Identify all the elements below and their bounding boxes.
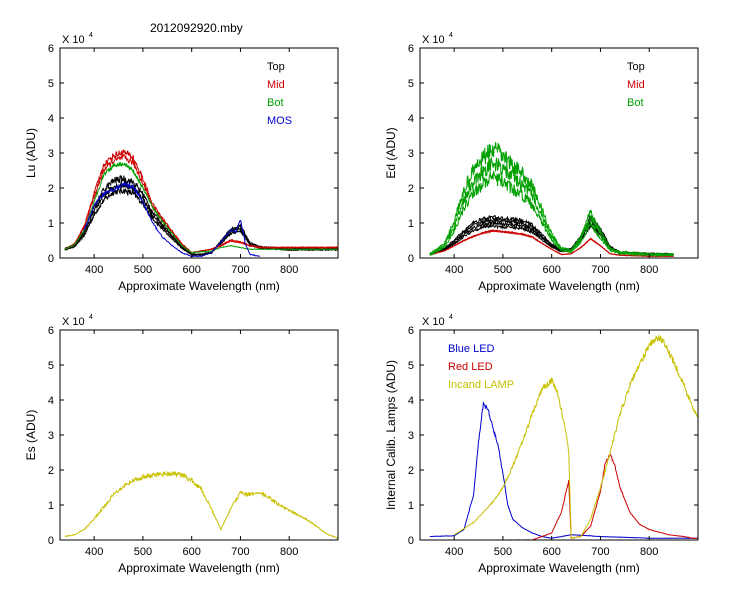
calib-series-blue-led bbox=[429, 401, 698, 539]
calib-xtick-label: 400 bbox=[445, 546, 463, 558]
es-xtick-label: 600 bbox=[183, 546, 201, 558]
ed-legend-mid: Mid bbox=[627, 79, 645, 91]
calib-ytick-label: 6 bbox=[408, 325, 414, 337]
lu-plot-frame bbox=[59, 47, 339, 259]
lu-x-axis-label: Approximate Wavelength (nm) bbox=[118, 279, 280, 293]
calib-ytick-label: 1 bbox=[408, 500, 414, 512]
calib-ytick-label: 2 bbox=[408, 465, 414, 477]
ed-xtick-label: 700 bbox=[591, 264, 609, 276]
lu-legend-mid: Mid bbox=[267, 79, 285, 91]
ed-ytick-label: 0 bbox=[408, 253, 414, 265]
lu-legend-bot: Bot bbox=[267, 97, 284, 109]
lu-y-axis-label: Lu (ADU) bbox=[24, 128, 38, 178]
lu-series-top-3 bbox=[64, 175, 338, 256]
calib-x-axis-label: Approximate Wavelength (nm) bbox=[478, 561, 640, 575]
calib-legend-blue-led: Blue LED bbox=[448, 343, 495, 355]
ed-x-axis-label: Approximate Wavelength (nm) bbox=[478, 279, 640, 293]
es-ytick-label: 3 bbox=[48, 430, 54, 442]
es-ytick-label: 5 bbox=[48, 360, 54, 372]
chart-ed: 0 1 2 3 4 5 6 400 500 600 700 800 X 10 4 Approximate W… bbox=[384, 32, 699, 293]
lu-series-mid-2 bbox=[64, 149, 338, 254]
ed-legend-bot: Bot bbox=[627, 97, 644, 109]
calib-series-group bbox=[429, 335, 698, 540]
es-xtick-label: 500 bbox=[134, 546, 152, 558]
ed-legend-top: Top bbox=[627, 61, 645, 73]
es-ytick-label: 4 bbox=[48, 395, 54, 407]
ed-series-bot-3 bbox=[429, 142, 674, 256]
chart-es: 0 1 2 3 4 5 6 400 500 600 700 800 X 10 4 Approximate W… bbox=[24, 314, 339, 575]
es-xtick-label: 700 bbox=[231, 546, 249, 558]
calib-scale-label: X 10 bbox=[422, 316, 445, 328]
calib-xtick-label: 700 bbox=[591, 546, 609, 558]
lu-ytick-label: 1 bbox=[48, 218, 54, 230]
lu-series-top-1 bbox=[64, 186, 338, 257]
calib-ytick-label: 3 bbox=[408, 430, 414, 442]
ed-ytick-label: 3 bbox=[408, 148, 414, 160]
lu-ytick-label: 5 bbox=[48, 78, 54, 90]
es-xtick-label: 800 bbox=[280, 546, 298, 558]
calib-scale-exponent: 4 bbox=[449, 314, 453, 321]
es-scale-exponent: 4 bbox=[89, 314, 93, 321]
calib-legend-red-led: Red LED bbox=[448, 361, 493, 373]
ed-xtick-label: 400 bbox=[445, 264, 463, 276]
es-x-axis-label: Approximate Wavelength (nm) bbox=[118, 561, 280, 575]
ed-series-bot-1 bbox=[429, 170, 674, 258]
ed-y-axis-label: Ed (ADU) bbox=[384, 127, 398, 178]
lu-scale-label: X 10 bbox=[62, 34, 85, 46]
ed-ytick-label: 5 bbox=[408, 78, 414, 90]
calib-ytick-label: 0 bbox=[408, 535, 414, 547]
lu-ytick-label: 3 bbox=[48, 148, 54, 160]
ed-plot-frame bbox=[419, 47, 699, 259]
ed-ytick-label: 2 bbox=[408, 183, 414, 195]
ed-ytick-label: 1 bbox=[408, 218, 414, 230]
lu-xtick-label: 600 bbox=[183, 264, 201, 276]
lu-series-mos bbox=[83, 181, 261, 258]
es-y-axis-label: Es (ADU) bbox=[24, 410, 38, 461]
es-series-es bbox=[64, 470, 338, 539]
calib-legend-incand-lamp: Incand LAMP bbox=[448, 379, 514, 391]
calib-ytick-label: 5 bbox=[408, 360, 414, 372]
calib-ytick-label: 4 bbox=[408, 395, 414, 407]
lu-xtick-label: 700 bbox=[231, 264, 249, 276]
calib-xtick-label: 500 bbox=[494, 546, 512, 558]
lu-ytick-label: 0 bbox=[48, 253, 54, 265]
ed-ytick-label: 6 bbox=[408, 43, 414, 55]
es-series-group bbox=[64, 470, 338, 539]
lu-legend-mos: MOS bbox=[267, 115, 292, 127]
ed-scale-exponent: 4 bbox=[449, 32, 453, 39]
calib-series-incand-lamp bbox=[453, 335, 698, 539]
es-ytick-label: 6 bbox=[48, 325, 54, 337]
lu-xtick-label: 400 bbox=[85, 264, 103, 276]
ed-xtick-label: 800 bbox=[640, 264, 658, 276]
ed-xtick-label: 600 bbox=[543, 264, 561, 276]
calib-xtick-label: 800 bbox=[640, 546, 658, 558]
ed-xtick-label: 500 bbox=[494, 264, 512, 276]
es-scale-label: X 10 bbox=[62, 316, 85, 328]
lu-legend-top: Top bbox=[267, 61, 285, 73]
lu-xtick-label: 500 bbox=[134, 264, 152, 276]
chart-calib: 0 1 2 3 4 5 6 400 500 600 700 800 X 10 4 Approximate W… bbox=[384, 314, 699, 575]
lu-scale-exponent: 4 bbox=[89, 32, 93, 39]
calib-xtick-label: 600 bbox=[543, 546, 561, 558]
es-ytick-label: 0 bbox=[48, 535, 54, 547]
lu-series-bot bbox=[64, 162, 338, 254]
lu-xtick-label: 800 bbox=[280, 264, 298, 276]
lu-ytick-label: 2 bbox=[48, 183, 54, 195]
lu-series-group bbox=[64, 149, 338, 258]
ed-ytick-label: 4 bbox=[408, 113, 414, 125]
lu-series-mid-1 bbox=[64, 154, 338, 254]
chart-lu: 0 1 2 3 4 5 6 400 500 600 700 800 X 10 4 Approximate W… bbox=[24, 32, 339, 293]
calib-series-red-led bbox=[507, 453, 698, 540]
es-ytick-label: 2 bbox=[48, 465, 54, 477]
ed-scale-label: X 10 bbox=[422, 34, 445, 46]
ed-series-group bbox=[429, 142, 675, 258]
es-xtick-label: 400 bbox=[85, 546, 103, 558]
figure-title: 2012092920.mby bbox=[150, 21, 243, 35]
lu-ytick-label: 6 bbox=[48, 43, 54, 55]
calib-y-axis-label: Internal Calib. Lamps (ADU) bbox=[384, 360, 398, 510]
lu-ytick-label: 4 bbox=[48, 113, 54, 125]
es-ytick-label: 1 bbox=[48, 500, 54, 512]
